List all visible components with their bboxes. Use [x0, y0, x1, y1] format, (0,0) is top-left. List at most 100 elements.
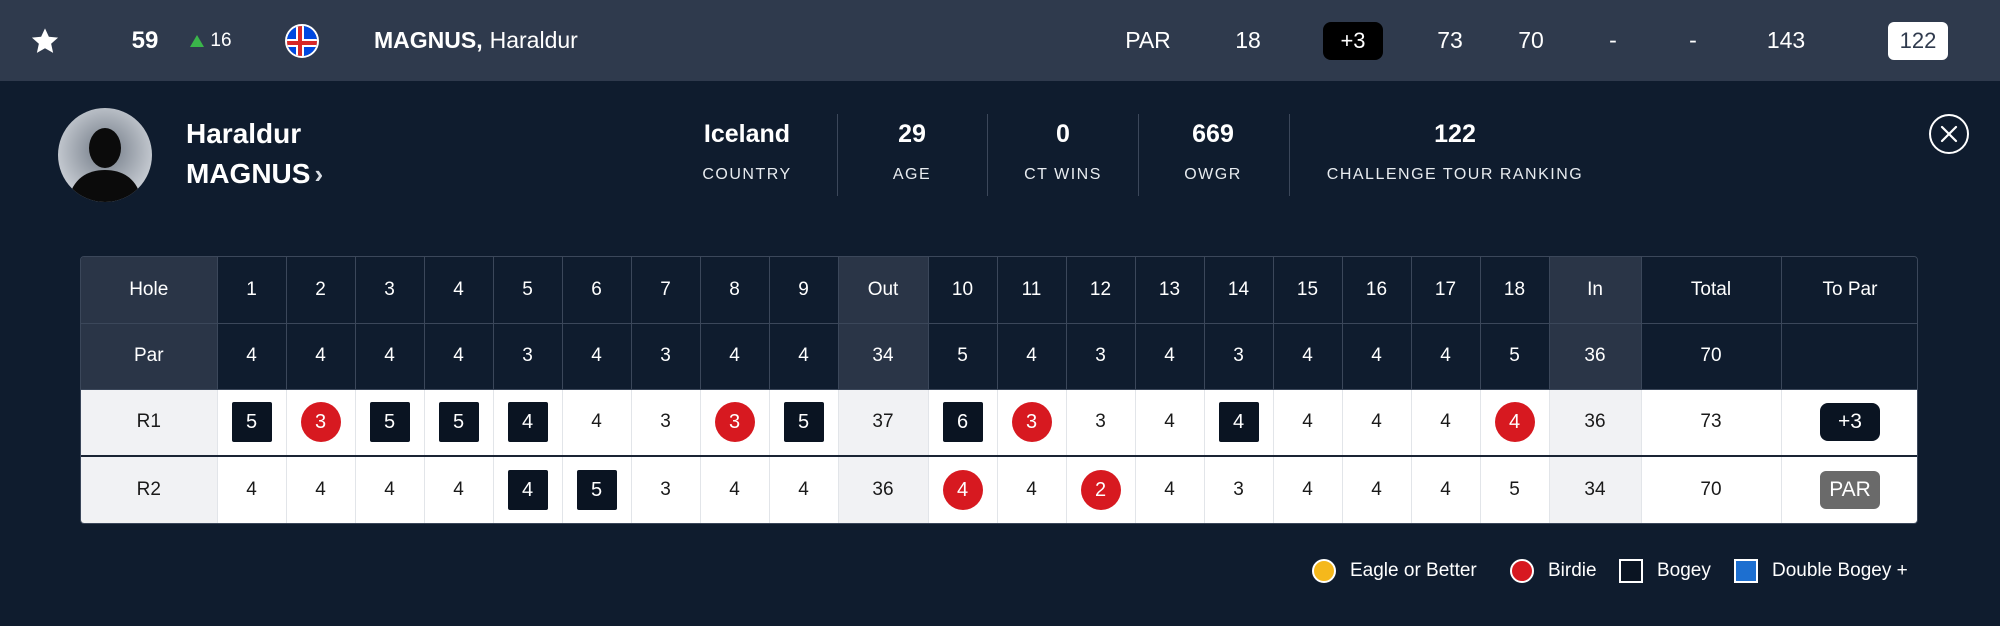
hole-par: 5: [928, 323, 998, 390]
player-name[interactable]: MAGNUS, Haraldur: [374, 0, 578, 81]
round-label: R2: [81, 456, 218, 523]
round-3-score: -: [1609, 27, 1617, 53]
round-in: 36: [1549, 389, 1642, 457]
in-header: In: [1549, 257, 1642, 324]
par-row: Par 4 4 4 4 3 4 3 4 4 34 5 4 3 4 3 4 4 4 5 36 70: [81, 323, 1917, 390]
hole-number: 9: [769, 257, 839, 324]
hole-score: 5: [217, 389, 287, 457]
hole-number: 14: [1204, 257, 1274, 324]
stat-age: 29 AGE: [862, 114, 962, 194]
hole-par: 3: [1066, 323, 1136, 390]
hole-number: 7: [631, 257, 701, 324]
stat-owgr: 669 OWGR: [1163, 114, 1263, 194]
bogey-square-icon: [1619, 559, 1643, 583]
hole-par: 4: [355, 323, 425, 390]
hole-par: 4: [1411, 323, 1481, 390]
out-header: Out: [838, 257, 929, 324]
par-header: Par: [81, 323, 218, 390]
divider: [1289, 114, 1290, 196]
today-score: PAR: [1125, 27, 1171, 53]
round-4-score: -: [1689, 27, 1697, 53]
legend-birdie: Birdie: [1510, 556, 1597, 586]
hole-par: 4: [424, 323, 494, 390]
hole-par: 4: [997, 323, 1067, 390]
stat-label: OWGR: [1184, 166, 1242, 183]
bogey-marker: 5: [783, 402, 824, 443]
divider: [987, 114, 988, 196]
close-icon: [1940, 125, 1958, 143]
hole-number: 12: [1066, 257, 1136, 324]
bogey-marker: 4: [507, 402, 548, 443]
hole-number: 13: [1135, 257, 1205, 324]
hole-score: 4: [1135, 389, 1205, 457]
hole-number: 11: [997, 257, 1067, 324]
hole-score: 4: [286, 456, 356, 523]
total-header: Total: [1641, 257, 1782, 324]
country-flag: [284, 0, 320, 81]
hole-number: 10: [928, 257, 998, 324]
hole-score: 4: [769, 456, 839, 523]
hole-score: 4: [424, 456, 494, 523]
ranking-pill: 122: [1888, 21, 1948, 60]
birdie-marker: 4: [1494, 402, 1535, 443]
round-2-score: 70: [1518, 27, 1544, 53]
hole-par: 4: [562, 323, 632, 390]
stat-value: 0: [1056, 120, 1070, 148]
hole-score: 5: [769, 389, 839, 457]
scorecard-table: Hole 1 2 3 4 5 6 7 8 9 Out 10 11 12 13 14 15 16 17 18 In Tota…: [81, 257, 1917, 523]
hole-score: 4: [1273, 389, 1343, 457]
hole-score: 4: [1135, 456, 1205, 523]
to-par: +3: [1322, 0, 1384, 81]
par-to-par-empty: [1781, 323, 1917, 390]
hole-score: 4: [1204, 389, 1274, 457]
round-row: R1 5 3 5 5 4 4 3 3 5 37 6 3 3 4 4 4 4 4 4 36 73 +3: [81, 389, 1917, 457]
hole-score: 3: [1204, 456, 1274, 523]
hole-par: 3: [493, 323, 563, 390]
hole-par: 4: [769, 323, 839, 390]
stat-value: 669: [1192, 120, 1234, 148]
par-out: 34: [838, 323, 929, 390]
to-par-pill: +3: [1820, 403, 1880, 442]
hole-score: 4: [1480, 389, 1550, 457]
bogey-marker: 6: [942, 402, 983, 443]
hole-score: 4: [1411, 389, 1481, 457]
divider: [837, 114, 838, 196]
favorite-star-icon[interactable]: [28, 0, 62, 81]
hole-score: 5: [355, 389, 425, 457]
hole-par: 5: [1480, 323, 1550, 390]
hole-number: 2: [286, 257, 356, 324]
hole-score: 5: [424, 389, 494, 457]
hole-number: 6: [562, 257, 632, 324]
round-to-par: +3: [1781, 389, 1917, 457]
stat-label: CHALLENGE TOUR RANKING: [1326, 166, 1584, 183]
player-profile-link[interactable]: Haraldur MAGNUS ›: [186, 114, 323, 194]
arrow-up-icon: [190, 34, 205, 47]
round-1-score: 73: [1437, 27, 1463, 53]
stat-value: 29: [898, 120, 926, 148]
birdie-marker: 3: [714, 402, 755, 443]
legend-label: Birdie: [1548, 560, 1597, 581]
round-label: R1: [81, 389, 218, 457]
hole-score: 4: [928, 456, 998, 523]
hole-score: 5: [1480, 456, 1550, 523]
close-button[interactable]: [1929, 114, 1969, 154]
hole-score: 4: [355, 456, 425, 523]
par-total: 70: [1641, 323, 1782, 390]
round-out: 37: [838, 389, 929, 457]
player-lastname: MAGNUS,: [374, 27, 483, 53]
thru: 18: [1235, 27, 1261, 53]
avatar: [58, 108, 152, 202]
player-silhouette-icon: [68, 128, 142, 202]
round-to-par: PAR: [1781, 456, 1917, 523]
hole-score: 3: [700, 389, 770, 457]
hole-score: 4: [1342, 389, 1412, 457]
hole-par: 4: [1273, 323, 1343, 390]
position: 59: [131, 26, 159, 54]
stat-label: CT WINS: [1024, 166, 1102, 183]
hole-header: Hole: [81, 257, 218, 324]
birdie-marker: 3: [300, 402, 341, 443]
hole-score: 3: [631, 389, 701, 457]
leaderboard-row[interactable]: 59 16 MAGNUS, Haraldur PAR 18 +3 73 70 -…: [0, 0, 2000, 81]
bogey-marker: 4: [507, 470, 548, 510]
birdie-circle-icon: [1510, 559, 1534, 583]
